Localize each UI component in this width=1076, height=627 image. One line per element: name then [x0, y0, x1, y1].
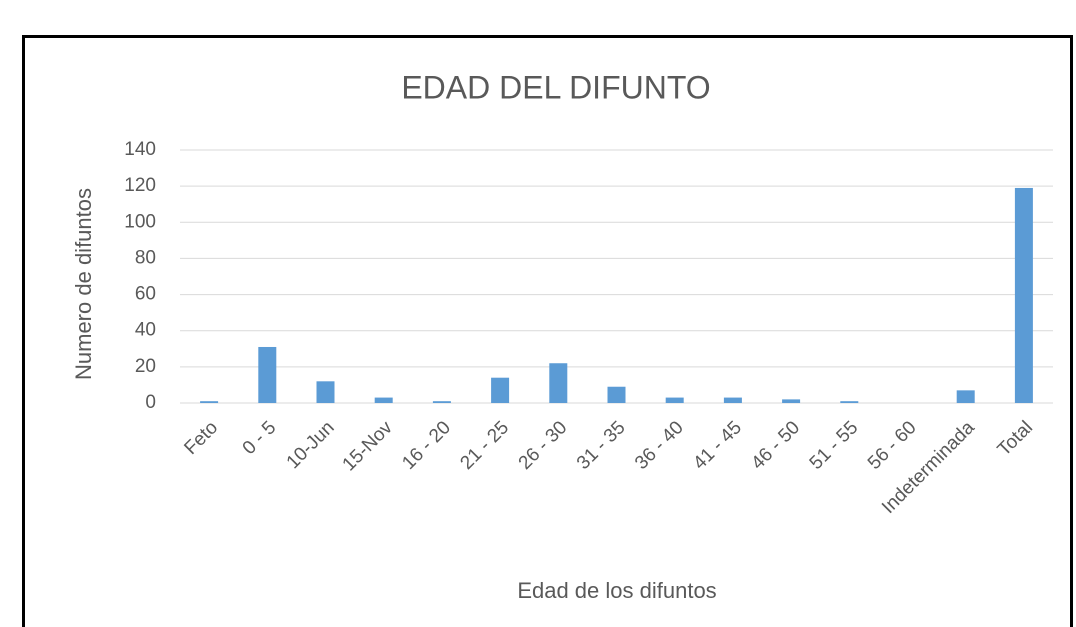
y-tick-label: 60 — [135, 284, 156, 305]
x-tick-label: 26 - 30 — [515, 417, 572, 474]
bar — [549, 363, 568, 403]
bar — [607, 386, 626, 403]
y-tick-label: 0 — [145, 392, 156, 413]
x-tick-label: 41 - 45 — [689, 417, 746, 474]
x-tick-label: 31 - 35 — [573, 417, 630, 474]
bar — [782, 399, 801, 403]
y-tick-label: 80 — [135, 247, 156, 268]
chart-title: EDAD DEL DIFUNTO — [401, 69, 710, 105]
y-tick-label: 140 — [124, 139, 156, 160]
bar — [316, 381, 335, 403]
y-axis-label: Numero de difuntos — [71, 188, 96, 380]
x-tick-label: 0 - 5 — [239, 417, 281, 459]
bar — [956, 390, 975, 403]
x-tick-label: 56 - 60 — [864, 417, 921, 474]
x-tick-label: Total — [994, 417, 1037, 460]
bar — [258, 346, 277, 403]
bar — [200, 401, 219, 403]
y-tick-label: 40 — [135, 320, 156, 341]
x-tick-label: 51 - 55 — [806, 417, 863, 474]
y-tick-label: 20 — [135, 356, 156, 377]
bar — [665, 397, 684, 403]
bar — [491, 377, 510, 403]
bar — [432, 401, 451, 403]
x-tick-label: Feto — [180, 417, 222, 459]
y-tick-label: 100 — [124, 211, 156, 232]
bar — [1014, 187, 1033, 403]
bar — [840, 401, 859, 403]
x-tick-label: 10-Jun — [283, 417, 339, 473]
bar — [723, 397, 742, 403]
frame — [22, 35, 1073, 627]
x-tick-label: 16 - 20 — [398, 417, 455, 474]
x-tick-label: 36 - 40 — [631, 417, 688, 474]
x-tick-label: 46 - 50 — [748, 417, 805, 474]
x-tick-label: 21 - 25 — [457, 417, 514, 474]
x-tick-label: 15-Nov — [339, 417, 398, 476]
y-tick-label: 120 — [124, 175, 156, 196]
x-axis-label: Edad de los difuntos — [517, 578, 716, 603]
bar — [374, 397, 393, 403]
